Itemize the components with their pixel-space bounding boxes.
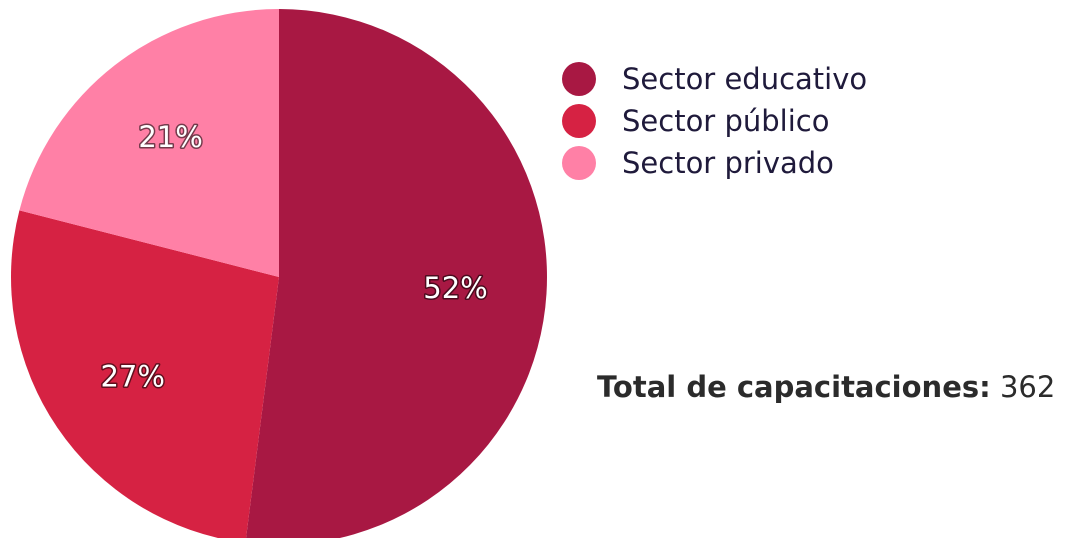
legend-label-sector-privado: Sector privado	[622, 146, 834, 180]
pie-slice-sector-educativo	[246, 9, 547, 538]
legend-swatch-sector-publico	[562, 104, 596, 138]
pie-slice-sector-publico	[11, 210, 279, 538]
total-capacitaciones: Total de capacitaciones: 362	[597, 370, 1055, 404]
total-label: Total de capacitaciones:	[597, 370, 991, 404]
legend-swatch-sector-privado	[562, 146, 596, 180]
legend-item-sector-educativo: Sector educativo	[562, 58, 867, 100]
pie-chart: 52% 27% 21%	[11, 9, 547, 538]
chart-legend: Sector educativo Sector público Sector p…	[562, 58, 867, 184]
legend-swatch-sector-educativo	[562, 62, 596, 96]
slice-label-sector-privado: 21%	[138, 120, 202, 154]
slice-label-sector-educativo: 52%	[423, 271, 487, 305]
slice-label-sector-publico: 27%	[100, 359, 164, 393]
pie-slice-sector-privado	[19, 9, 280, 277]
legend-item-sector-privado: Sector privado	[562, 142, 867, 184]
legend-label-sector-educativo: Sector educativo	[622, 62, 868, 96]
legend-item-sector-publico: Sector público	[562, 100, 867, 142]
legend-label-sector-publico: Sector público	[622, 104, 830, 138]
total-value: 362	[999, 370, 1056, 404]
